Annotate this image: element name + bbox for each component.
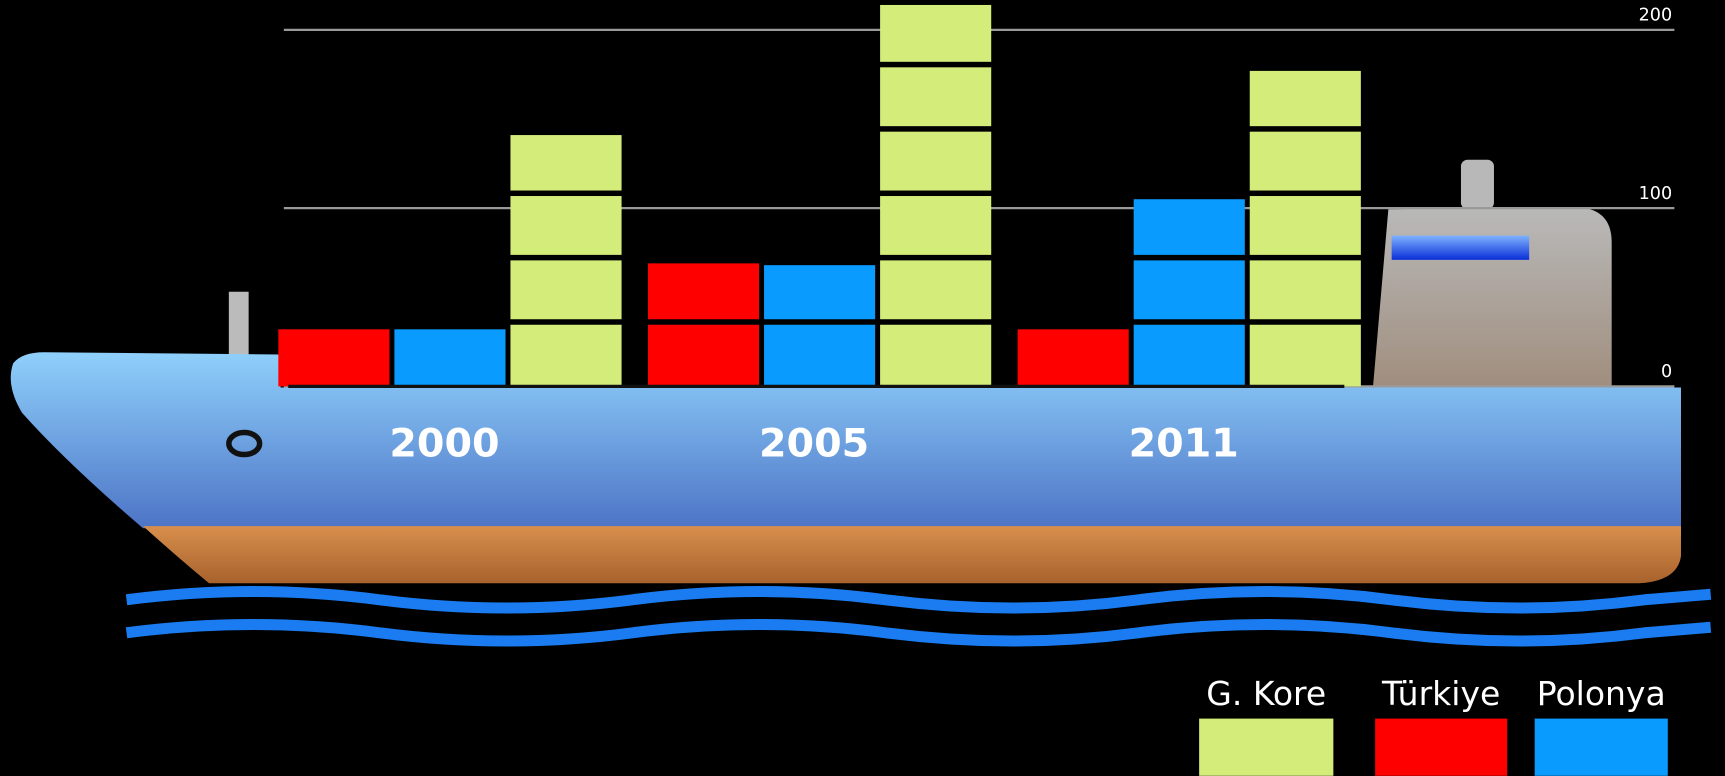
y-tick-label: 200 [1639,6,1673,26]
legend-swatch [1534,718,1668,776]
container-gap [879,319,993,325]
container-gap [509,190,623,197]
y-tick-label: 100 [1639,184,1673,204]
container-gap [1248,126,1362,132]
chimney [1460,159,1494,210]
bridge [1372,207,1612,388]
container-gap [646,319,761,325]
legend-label: Türkiye [1381,674,1500,713]
bar [1133,199,1245,387]
x-tick-label: 2000 [389,420,499,466]
wave [125,619,1712,647]
bar [647,263,760,387]
hull-lower [143,526,1681,584]
container-gap [1248,319,1362,325]
bar [1017,329,1129,387]
legend-swatch [1375,718,1508,776]
y-tick-label: 0 [1661,362,1672,382]
legend-label: Polonya [1537,674,1666,713]
bar [510,135,622,387]
bar [764,265,876,387]
container-gap [1132,319,1246,325]
container-gap [1248,254,1362,261]
container-gap [879,61,993,68]
container-gap [509,254,623,261]
x-tick-label: 2005 [759,420,869,466]
mast [228,291,249,358]
container-gap [879,126,993,132]
container-gap [509,319,623,325]
container-gap [1248,190,1362,197]
x-tick-label: 2011 [1129,420,1239,466]
container-gap [879,254,993,261]
container-gap [879,190,993,197]
bar [394,329,506,387]
bridge-window [1391,235,1530,260]
wave [125,586,1712,614]
container-gap [762,319,877,325]
hull-upper [10,352,1681,529]
bar [1249,70,1361,387]
container-gap [1132,254,1246,261]
legend-label: G. Kore [1206,674,1326,713]
bar [278,329,390,387]
porthole [226,429,263,458]
legend-swatch [1199,718,1334,776]
ship [10,159,1712,647]
